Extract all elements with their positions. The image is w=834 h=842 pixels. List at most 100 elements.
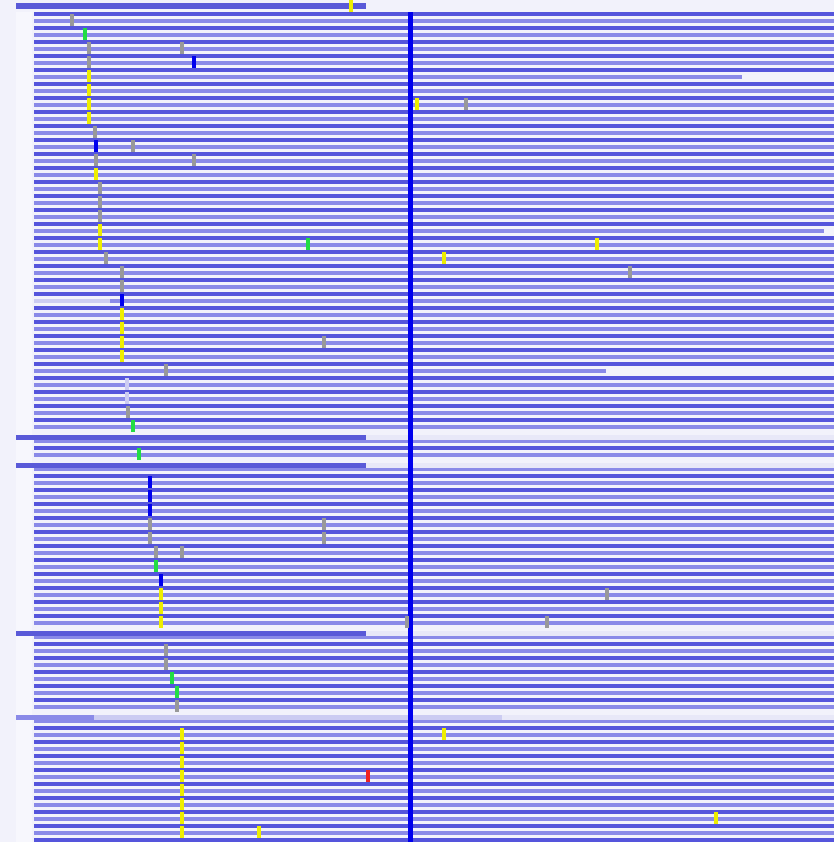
read [34, 26, 834, 30]
read [34, 208, 834, 212]
mismatch-marker [87, 84, 91, 96]
read [34, 201, 834, 205]
read [34, 96, 834, 100]
mismatch-marker [70, 14, 74, 26]
read [34, 222, 834, 226]
read [34, 495, 834, 499]
mismatch-marker [87, 42, 91, 54]
mismatch-marker [120, 322, 124, 334]
mismatch-marker [180, 42, 184, 54]
read [34, 306, 834, 310]
read [34, 607, 834, 611]
read [34, 173, 834, 177]
read [34, 796, 834, 800]
mismatch-marker [137, 448, 141, 460]
read [34, 516, 834, 520]
read [94, 715, 502, 720]
read [34, 621, 834, 625]
mismatch-marker [120, 294, 124, 306]
read [34, 355, 834, 359]
read [34, 390, 834, 394]
read [34, 474, 834, 478]
read [34, 747, 834, 751]
read [34, 691, 834, 695]
read [34, 446, 834, 450]
read [34, 285, 834, 289]
read [34, 586, 834, 590]
mismatch-marker [159, 574, 163, 586]
read [34, 68, 834, 72]
mismatch-marker [322, 518, 326, 530]
read [366, 435, 834, 440]
read [34, 831, 834, 835]
read [34, 159, 834, 163]
read [34, 89, 834, 93]
mismatch-marker [98, 238, 102, 250]
read [34, 537, 834, 541]
read [34, 824, 834, 828]
read [34, 579, 834, 583]
read [34, 348, 834, 352]
mismatch-marker [545, 616, 549, 628]
mismatch-marker [148, 518, 152, 530]
mismatch-marker [464, 98, 468, 110]
mismatch-marker [87, 98, 91, 110]
read [34, 761, 834, 765]
mismatch-marker [164, 658, 168, 670]
read [34, 292, 834, 296]
mismatch-marker [87, 112, 91, 124]
mismatch-marker [154, 546, 158, 558]
read [34, 236, 834, 240]
mismatch-marker [159, 602, 163, 614]
mismatch-marker [98, 224, 102, 236]
read [34, 82, 834, 86]
mismatch-marker [94, 154, 98, 166]
read [502, 715, 834, 720]
read [34, 299, 110, 303]
read [34, 775, 834, 779]
read [34, 264, 834, 268]
mismatch-marker [180, 784, 184, 796]
read [34, 705, 834, 709]
read [34, 40, 834, 44]
mismatch-marker [180, 546, 184, 558]
mismatch-marker [180, 728, 184, 740]
read [34, 383, 834, 387]
read [34, 488, 834, 492]
read [34, 19, 834, 23]
read [366, 631, 834, 636]
read [34, 656, 834, 660]
mismatch-marker [192, 154, 196, 166]
mismatch-marker [131, 140, 135, 152]
mismatch-marker [98, 210, 102, 222]
mismatch-marker [94, 140, 98, 152]
alignment-view [0, 0, 834, 842]
mismatch-marker [366, 770, 370, 782]
read [34, 733, 834, 737]
read [34, 243, 834, 247]
mismatch-marker [170, 672, 174, 684]
read [34, 418, 834, 422]
read [34, 530, 834, 534]
mismatch-marker [93, 126, 97, 138]
read [34, 376, 834, 380]
read [34, 572, 834, 576]
mismatch-marker [322, 336, 326, 348]
read [34, 684, 834, 688]
mismatch-marker [180, 826, 184, 838]
mismatch-marker [98, 196, 102, 208]
read [34, 425, 834, 429]
read [34, 593, 834, 597]
mismatch-marker [83, 28, 87, 40]
mismatch-marker [175, 686, 179, 698]
read [34, 838, 834, 842]
read [34, 509, 834, 513]
read [34, 789, 834, 793]
mismatch-marker [322, 532, 326, 544]
read [34, 313, 834, 317]
read [34, 61, 834, 65]
mismatch-marker [87, 56, 91, 68]
mismatch-marker [154, 560, 158, 572]
read [34, 404, 834, 408]
read [34, 754, 834, 758]
